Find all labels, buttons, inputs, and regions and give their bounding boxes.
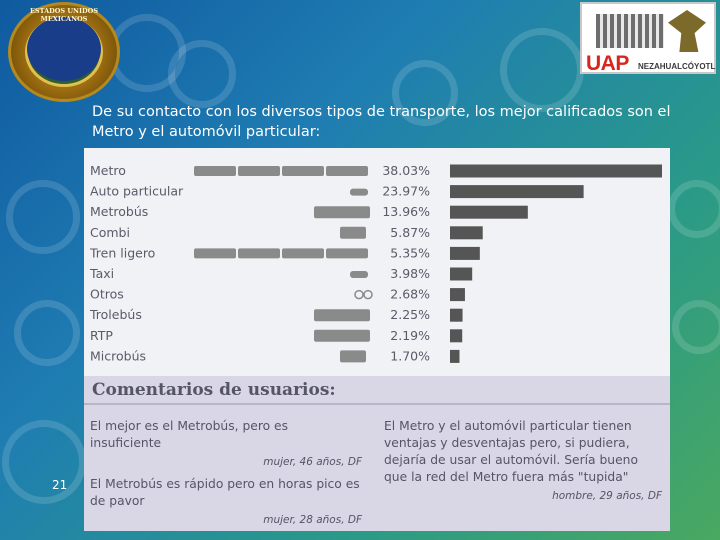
value-label: 2.25% xyxy=(390,307,430,322)
comment-author: hombre, 29 años, DF xyxy=(552,490,662,502)
bus-icon xyxy=(314,206,370,219)
comment-3: El Metro y el automóvil particular tiene… xyxy=(384,418,662,505)
comment-quote: El Metro y el automóvil particular tiene… xyxy=(384,419,638,484)
value-label: 13.96% xyxy=(382,204,430,219)
divider xyxy=(84,403,670,405)
category-label: Combi xyxy=(90,225,130,240)
value-label: 3.98% xyxy=(390,266,430,281)
bar xyxy=(450,205,528,219)
value-label: 2.68% xyxy=(390,287,430,302)
bar xyxy=(450,267,473,281)
decor-circle xyxy=(392,60,458,126)
category-label: Auto particular xyxy=(90,184,184,199)
van-icon xyxy=(340,350,366,363)
comments-title: Comentarios de usuarios: xyxy=(92,380,336,400)
bar xyxy=(450,329,463,343)
bar xyxy=(450,288,465,302)
category-label: Metrobús xyxy=(90,204,148,219)
bar xyxy=(450,349,460,363)
slide-caption: De su contacto con los diversos tipos de… xyxy=(92,104,671,140)
category-label: Trolebús xyxy=(89,307,142,322)
decor-circle xyxy=(14,300,80,366)
value-label: 38.03% xyxy=(382,163,430,178)
train-icon xyxy=(194,166,368,176)
category-label: Metro xyxy=(90,163,126,178)
value-label: 23.97% xyxy=(382,184,430,199)
comment-2: El Metrobús es rápido pero en horas pico… xyxy=(90,476,362,529)
category-label: Taxi xyxy=(89,266,114,281)
value-label: 5.87% xyxy=(390,225,430,240)
car-icon xyxy=(350,188,368,196)
bar xyxy=(450,226,483,240)
value-label: 2.19% xyxy=(390,328,430,343)
bicycle-icon xyxy=(354,289,373,300)
bus-icon xyxy=(314,309,370,322)
logo-subtext: NEZAHUALCÓYOTL xyxy=(638,62,716,71)
value-label: 5.35% xyxy=(390,245,430,260)
decor-circle xyxy=(168,40,236,108)
comment-quote: El mejor es el Metrobús, pero es insufic… xyxy=(90,419,289,450)
uap-logo: UAP NEZAHUALCÓYOTL xyxy=(580,2,716,75)
decor-circle xyxy=(500,28,584,112)
category-label: RTP xyxy=(90,328,113,343)
comment-author: mujer, 46 años, DF xyxy=(263,456,362,468)
mexico-seal-logo: ESTADOS UNIDOS MEXICANOS xyxy=(8,2,120,102)
eagle-icon xyxy=(668,10,706,52)
van-icon xyxy=(340,226,366,239)
bar xyxy=(450,246,480,260)
comment-1: El mejor es el Metrobús, pero es insufic… xyxy=(90,418,362,471)
comment-quote: El Metrobús es rápido pero en horas pico… xyxy=(90,477,360,508)
value-label: 1.70% xyxy=(390,348,430,363)
decor-circle xyxy=(6,180,80,254)
decor-circle xyxy=(672,300,720,354)
bus-icon xyxy=(314,329,370,342)
bar xyxy=(450,308,463,322)
category-label: Otros xyxy=(90,287,124,302)
category-label: Microbús xyxy=(90,348,146,363)
train-icon xyxy=(194,248,368,259)
bar xyxy=(450,185,584,199)
logo-text: UAP xyxy=(586,52,629,75)
chart-panel: Metro 38.03% Auto particular 23.97% Metrobús… xyxy=(84,148,670,376)
comment-author: mujer, 28 años, DF xyxy=(263,514,362,526)
building-icon xyxy=(596,14,664,48)
bar xyxy=(450,164,662,178)
page-number: 21 xyxy=(52,478,68,492)
seal-text: ESTADOS UNIDOS MEXICANOS xyxy=(29,7,99,23)
car-icon xyxy=(350,271,368,278)
decor-circle xyxy=(668,180,720,238)
decor-circle xyxy=(2,420,86,504)
category-label: Tren ligero xyxy=(89,245,155,260)
transport-bar-chart: Metro 38.03% Auto particular 23.97% Metrobús… xyxy=(89,163,662,363)
comments-panel: Comentarios de usuarios: El mejor es el … xyxy=(84,376,670,531)
